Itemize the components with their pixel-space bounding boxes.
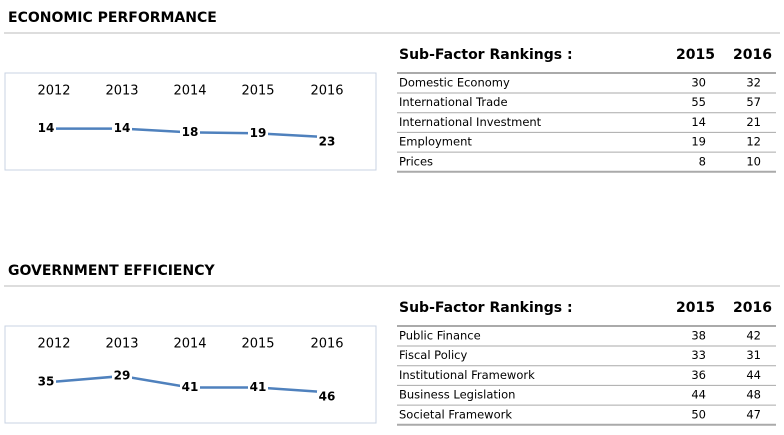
cell: 19	[691, 135, 706, 149]
data-label: 35	[38, 374, 55, 388]
year-label: 2014	[173, 337, 206, 352]
row-label: Prices	[399, 154, 433, 168]
cell: 32	[746, 76, 761, 90]
year-label: 2012	[37, 84, 70, 99]
data-label: 19	[250, 126, 267, 140]
row-label: Societal Framework	[399, 407, 512, 421]
year-heading: 2016	[733, 300, 772, 316]
data-label: 46	[319, 390, 336, 404]
section-title: ECONOMIC PERFORMANCE	[8, 10, 217, 26]
cell: 55	[691, 95, 706, 109]
cell: 10	[746, 154, 761, 168]
cell: 44	[691, 388, 706, 402]
cell: 42	[746, 329, 761, 343]
row-label: Employment	[399, 135, 472, 149]
year-label: 2012	[37, 337, 70, 352]
data-label: 14	[114, 121, 131, 135]
row-label: Business Legislation	[399, 388, 515, 402]
table-heading: Sub-Factor Rankings :	[399, 47, 573, 63]
year-label: 2016	[310, 84, 343, 99]
table-heading: Sub-Factor Rankings :	[399, 300, 573, 316]
label-bg	[180, 125, 200, 140]
cell: 38	[691, 329, 706, 343]
section-title: GOVERNMENT EFFICIENCY	[8, 263, 215, 279]
chart-box	[4, 72, 377, 171]
data-label: 29	[114, 369, 131, 383]
label-bg	[112, 369, 132, 384]
data-label: 18	[182, 125, 199, 139]
cell: 31	[746, 348, 761, 362]
cell: 44	[746, 368, 761, 382]
cell: 57	[746, 95, 761, 109]
row-label: Institutional Framework	[399, 368, 535, 382]
cell: 33	[691, 348, 706, 362]
label-bg	[317, 135, 337, 150]
cell: 30	[691, 76, 706, 90]
cell: 21	[746, 115, 761, 129]
row-label: Fiscal Policy	[399, 348, 467, 362]
cell: 14	[691, 115, 706, 129]
year-label: 2016	[310, 337, 343, 352]
data-label: 41	[250, 380, 267, 394]
year-label: 2015	[241, 84, 274, 99]
row-label: Domestic Economy	[399, 76, 510, 90]
label-bg	[317, 390, 337, 405]
chart-box	[4, 325, 377, 424]
cell: 36	[691, 368, 706, 382]
label-bg	[248, 380, 268, 395]
label-bg	[180, 380, 200, 395]
cell: 12	[746, 135, 761, 149]
year-heading: 2015	[676, 300, 715, 316]
label-bg	[36, 374, 56, 389]
year-heading: 2015	[676, 47, 715, 63]
cell: 47	[746, 407, 761, 421]
cell: 8	[699, 154, 706, 168]
data-label: 23	[319, 135, 336, 149]
cell: 50	[691, 407, 706, 421]
label-bg	[248, 126, 268, 141]
year-label: 2014	[173, 84, 206, 99]
row-label: International Investment	[399, 115, 542, 129]
year-label: 2013	[105, 84, 138, 99]
year-label: 2013	[105, 337, 138, 352]
year-label: 2015	[241, 337, 274, 352]
year-heading: 2016	[733, 47, 772, 63]
row-label: International Trade	[399, 95, 508, 109]
data-label: 41	[182, 380, 199, 394]
data-label: 14	[38, 121, 55, 135]
cell: 48	[746, 388, 761, 402]
row-label: Public Finance	[399, 329, 481, 343]
label-bg	[36, 121, 56, 136]
label-bg	[112, 121, 132, 136]
